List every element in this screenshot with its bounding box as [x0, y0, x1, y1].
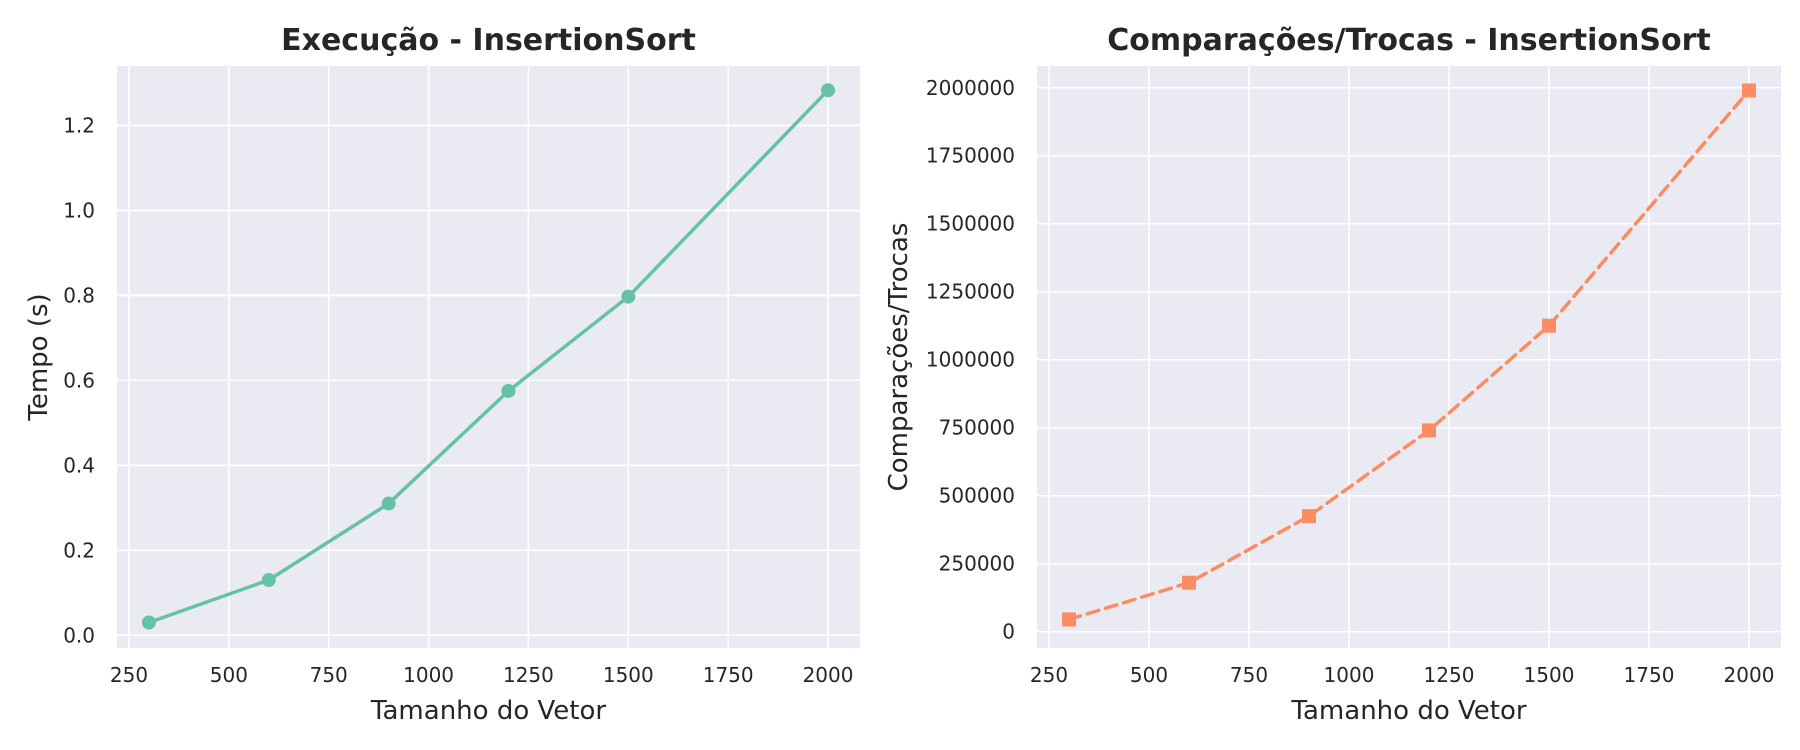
data-point — [1742, 83, 1756, 98]
series-line — [1067, 88, 1751, 622]
data-point — [501, 383, 516, 398]
y-axis-label-comparisons: Comparações/Trocas — [884, 223, 914, 492]
chart-comparisons-swaps: 250 500 750 1000 1250 1500 1750 2000 0 250000 500… — [884, 23, 1781, 726]
y-tick-label: 1750000 — [926, 144, 1015, 168]
y-tick-label: 0.6 — [63, 368, 95, 392]
data-point — [261, 573, 276, 588]
data-point — [1542, 318, 1556, 333]
y-tick-label: 750000 — [939, 416, 1015, 440]
chart-execution-time: 250 500 750 1000 1250 1500 1750 2000 0.00.20.40… — [24, 23, 860, 726]
x-tick-label: 1750 — [1624, 663, 1675, 687]
x-axis-label-comparisons: Tamanho do Vetor — [1290, 696, 1526, 726]
y-ticks-comparisons: 0 250000 500000 750000 1000000 1250000 1500000… — [926, 76, 1015, 644]
y-tick-label: 0 — [1002, 620, 1015, 644]
x-tick-label: 1500 — [1524, 663, 1575, 687]
x-tick-label: 1000 — [1324, 663, 1375, 687]
x-tick-label: 500 — [1130, 663, 1168, 687]
plot-area-comparisons — [1037, 66, 1781, 648]
data-point — [1302, 509, 1316, 524]
data-point — [821, 83, 836, 98]
data-point — [621, 289, 636, 304]
x-ticks-comparisons: 250 500 750 1000 1250 1500 1750 2000 — [1030, 663, 1775, 687]
y-tick-label: 1250000 — [926, 280, 1015, 304]
y-tick-label: 0.8 — [63, 283, 95, 307]
x-tick-label: 2000 — [1724, 663, 1775, 687]
y-tick-label: 0.4 — [63, 453, 95, 477]
data-point — [1182, 575, 1196, 590]
gridlines-execution — [117, 66, 860, 648]
x-tick-label: 1250 — [503, 663, 554, 687]
series-comparisons-swaps — [1062, 83, 1756, 627]
x-axis-label-execution: Tamanho do Vetor — [370, 696, 606, 726]
x-tick-label: 1500 — [603, 663, 654, 687]
data-point — [1422, 423, 1436, 438]
x-tick-label: 1750 — [703, 663, 754, 687]
gridlines-comparisons — [1037, 66, 1781, 648]
y-tick-label: 500000 — [939, 484, 1015, 508]
y-tick-label: 1500000 — [926, 212, 1015, 236]
data-point — [381, 496, 396, 511]
chart-title-execution: Execução - InsertionSort — [281, 23, 696, 58]
x-tick-label: 1250 — [1424, 663, 1475, 687]
y-tick-label: 2000000 — [926, 76, 1015, 100]
x-tick-label: 750 — [310, 663, 348, 687]
x-ticks-execution: 250 500 750 1000 1250 1500 1750 2000 — [110, 663, 854, 687]
y-tick-label: 1.0 — [63, 198, 95, 222]
x-tick-label: 750 — [1230, 663, 1268, 687]
x-tick-label: 2000 — [803, 663, 854, 687]
y-tick-label: 0.2 — [63, 538, 95, 562]
series-line — [147, 88, 830, 625]
x-tick-label: 1000 — [403, 663, 454, 687]
y-axis-label-execution: Tempo (s) — [24, 293, 54, 421]
series-execution-time — [141, 83, 836, 630]
y-tick-label: 0.0 — [63, 623, 95, 647]
data-point — [1062, 612, 1076, 627]
data-point — [141, 615, 156, 630]
x-tick-label: 250 — [110, 663, 148, 687]
y-tick-label: 1.2 — [63, 113, 95, 137]
x-tick-label: 250 — [1030, 663, 1068, 687]
y-tick-label: 250000 — [939, 552, 1015, 576]
y-tick-label: 1000000 — [926, 348, 1015, 372]
x-tick-label: 500 — [210, 663, 248, 687]
y-ticks-execution: 0.0 0.2 0.4 0.6 0.8 1.0 1.2 — [63, 113, 95, 647]
chart-title-comparisons: Comparações/Trocas - InsertionSort — [1107, 23, 1710, 58]
